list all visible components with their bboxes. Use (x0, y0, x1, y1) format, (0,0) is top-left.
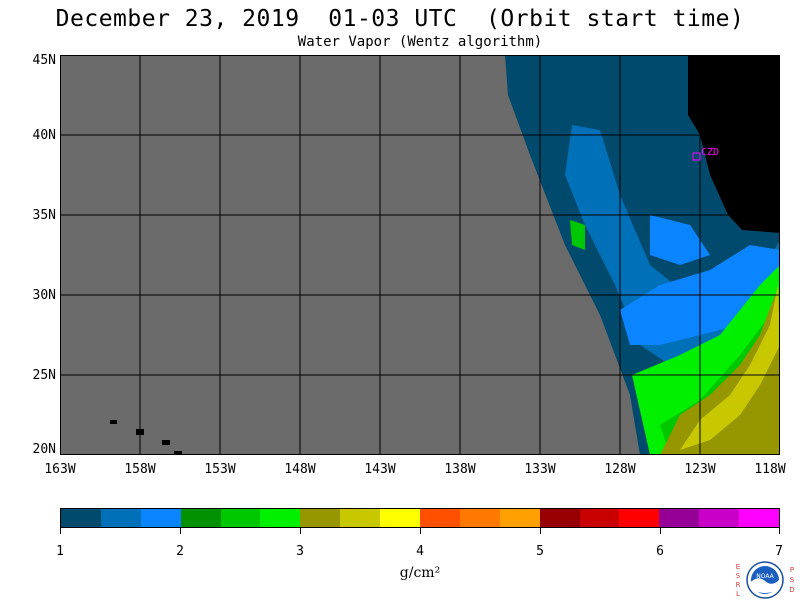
station-marker (692, 152, 701, 161)
logo-letter: L (736, 590, 740, 598)
colorbar-swatch (739, 509, 780, 527)
colorbar-tick (660, 528, 661, 534)
lat-label: 25N (32, 368, 56, 383)
colorbar-swatch (220, 509, 261, 527)
station-label: CZD (701, 147, 719, 158)
colorbar-tick (300, 528, 301, 534)
lon-label: 128W (604, 462, 636, 477)
colorbar-swatch (61, 509, 101, 527)
lon-label: 118W (754, 462, 786, 477)
colorbar-swatch (300, 509, 341, 527)
colorbar-swatch (539, 509, 580, 527)
lon-label: 158W (124, 462, 156, 477)
logo-letter: S (735, 572, 741, 580)
colorbar-tick (60, 528, 61, 534)
colorbar-tick (180, 528, 181, 534)
logo-letter: P (789, 566, 795, 574)
logo-letter: S (789, 576, 795, 584)
lon-label: 143W (364, 462, 396, 477)
lat-label: 45N (32, 53, 56, 68)
colorbar-swatch (140, 509, 181, 527)
logo-letter: E (735, 563, 741, 571)
lon-label: 138W (444, 462, 476, 477)
chart-subtitle: Water Vapor (Wentz algorithm) (297, 34, 543, 50)
colorbar-swatch (619, 509, 660, 527)
noaa-logo: E S R L NOAA P S D (734, 560, 796, 600)
lon-label: 148W (284, 462, 316, 477)
grid-lines (60, 55, 780, 455)
colorbar-label: 2 (176, 544, 184, 559)
colorbar-tick (540, 528, 541, 534)
chart-title: December 23, 2019 01-03 UTC (Orbit start… (55, 6, 745, 32)
colorbar-label: 6 (656, 544, 664, 559)
colorbar-swatch (100, 509, 141, 527)
colorbar-label: 4 (416, 544, 424, 559)
colorbar (60, 508, 780, 528)
colorbar-swatch (380, 509, 421, 527)
logo-letter: D (789, 586, 795, 594)
colorbar-label: 1 (56, 544, 64, 559)
colorbar-label: 7 (775, 544, 783, 559)
hawaii-island (174, 451, 182, 455)
lat-label: 20N (32, 442, 56, 457)
colorbar-swatch (340, 509, 381, 527)
lon-label: 123W (684, 462, 716, 477)
colorbar-units: g/cm² (399, 565, 441, 581)
colorbar-swatch (499, 509, 540, 527)
colorbar-swatch (180, 509, 221, 527)
colorbar-swatch (699, 509, 740, 527)
swath-green-patch (570, 220, 585, 250)
swath-band-blue-2 (650, 215, 710, 265)
logo-name: NOAA (756, 573, 774, 580)
colorbar-label: 5 (536, 544, 544, 559)
lon-label: 133W (524, 462, 556, 477)
noaa-emblem-icon: NOAA (746, 561, 784, 599)
lat-label: 35N (32, 208, 56, 223)
colorbar-swatch (420, 509, 460, 527)
water-vapor-map: CZD (60, 55, 780, 455)
colorbar-label: 3 (296, 544, 304, 559)
lat-label: 40N (32, 128, 56, 143)
land-north-america (688, 55, 780, 233)
logo-letter: R (735, 581, 741, 589)
lon-label: 163W (44, 462, 76, 477)
hawaii-island (162, 440, 170, 445)
map-frame (60, 55, 780, 455)
colorbar-tick (420, 528, 421, 534)
hawaii-island (110, 420, 117, 424)
colorbar-swatch (659, 509, 700, 527)
colorbar-swatch (459, 509, 500, 527)
colorbar-tick (779, 528, 780, 534)
colorbar-swatch (579, 509, 620, 527)
lon-label: 153W (204, 462, 236, 477)
swath-olive-2 (710, 365, 780, 450)
lat-label: 30N (32, 288, 56, 303)
colorbar-swatch (260, 509, 301, 527)
swath-yellow (680, 285, 780, 450)
